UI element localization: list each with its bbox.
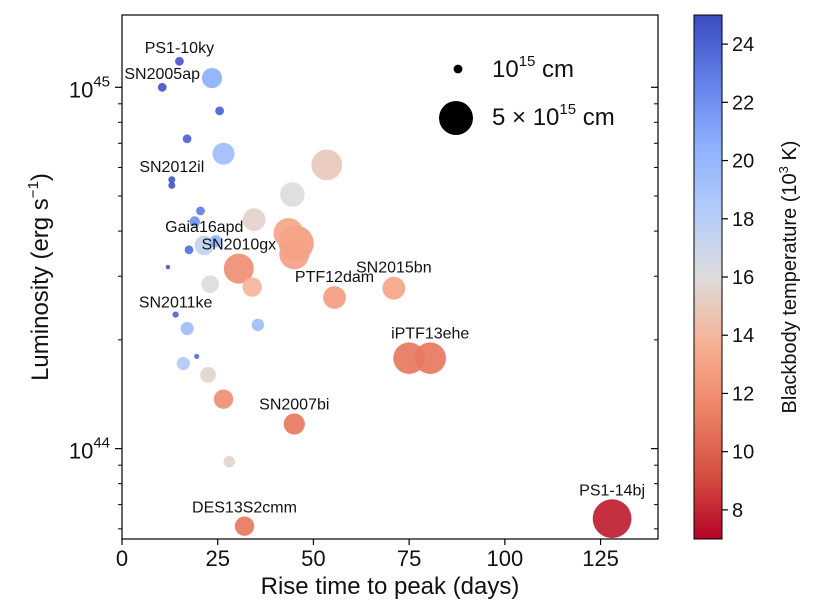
data-point (180, 321, 194, 336)
point-label: DES13S2cmm (192, 500, 297, 517)
legend: 1015 cm 5 × 1015 cm (439, 53, 615, 135)
point-label: SN2015bn (356, 260, 432, 277)
colorbar-title: Blackbody temperature (103 K) (776, 141, 801, 414)
data-point (234, 516, 255, 536)
data-point (168, 181, 176, 189)
colorbar-tick-label: 10 (732, 442, 754, 464)
point-labels-layer: PS1-10ky SN2005ap SN2012il Gaia16apdSN2010g… (124, 40, 645, 517)
colorbar-tick-label: 18 (732, 209, 754, 231)
point-label: SN2011ke (139, 295, 213, 312)
point-label: PS1-10ky (145, 40, 214, 57)
point-label: Gaia16apd (165, 219, 243, 236)
data-point (323, 286, 346, 309)
colorbar-ticks: 8 10 12 14 16 18 20 22 24 (722, 34, 754, 522)
data-point (209, 235, 222, 248)
x-tick-label: 75 (397, 546, 421, 571)
data-point (280, 182, 305, 207)
data-point (172, 311, 179, 318)
x-axis-ticks: 0 25 50 75 100 125 (116, 539, 619, 571)
y-tick-label: 1045 (69, 73, 110, 102)
data-point (213, 389, 234, 409)
x-tick-label: 125 (582, 546, 619, 571)
point-label: SN2012il (139, 159, 204, 176)
x-axis-title: Rise time to peak (days) (261, 573, 520, 600)
colorbar-tick-label: 16 (732, 267, 754, 289)
x-tick-label: 50 (301, 546, 325, 571)
data-point (176, 356, 190, 371)
point-label: SN2005ap (124, 66, 200, 83)
data-point (251, 318, 265, 332)
data-point (215, 106, 225, 116)
data-point (168, 176, 176, 184)
data-point (242, 277, 262, 297)
data-point (196, 206, 205, 216)
data-point (311, 149, 343, 181)
x-tick-label: 100 (486, 546, 523, 571)
data-point (201, 275, 219, 294)
legend-marker-small (453, 64, 463, 74)
data-point (242, 208, 266, 232)
colorbar-gradient (693, 14, 723, 540)
data-point (165, 264, 171, 270)
data-point (189, 216, 200, 227)
colorbar-tick-label: 24 (732, 34, 754, 56)
data-point (414, 342, 447, 375)
data-point (182, 134, 192, 144)
data-point (175, 56, 184, 66)
legend-entry-small: 1015 cm (492, 53, 574, 83)
data-point (592, 499, 632, 539)
point-label: PTF12dam (295, 269, 374, 286)
data-point (194, 235, 214, 256)
legend-entry-large: 5 × 1015 cm (492, 101, 615, 131)
point-label: PS1-14bj (579, 482, 645, 499)
data-point (200, 367, 217, 383)
data-point (223, 456, 235, 468)
y-axis-title: Luminosity (erg s−1) (25, 173, 54, 381)
data-point (157, 82, 167, 92)
data-point (184, 245, 194, 255)
colorbar-tick-label: 22 (732, 92, 754, 114)
point-label: iPTF13ehe (391, 325, 469, 342)
data-point (279, 239, 310, 270)
colorbar: 8 10 12 14 16 18 20 22 24 Blackbody temperature … (693, 14, 801, 540)
y-tick-label: 1044 (69, 435, 110, 464)
colorbar-tick-label: 14 (732, 325, 754, 347)
point-label: SN2010gx (201, 237, 276, 254)
x-tick-label: 25 (205, 546, 229, 571)
x-tick-label: 0 (116, 546, 128, 571)
plot-frame (121, 14, 659, 540)
points-layer (157, 56, 632, 539)
data-point (194, 353, 200, 359)
colorbar-tick-label: 8 (732, 500, 743, 522)
data-point (223, 253, 254, 284)
legend-marker-large (439, 101, 473, 135)
data-point (382, 276, 406, 300)
y-axis-ticks: 1044 1045 (69, 73, 658, 530)
colorbar-tick-label: 12 (732, 383, 754, 405)
data-point (201, 68, 223, 89)
point-label: SN2007bi (259, 397, 329, 414)
data-point (212, 142, 235, 165)
colorbar-tick-label: 20 (732, 151, 754, 173)
data-point (283, 413, 305, 435)
